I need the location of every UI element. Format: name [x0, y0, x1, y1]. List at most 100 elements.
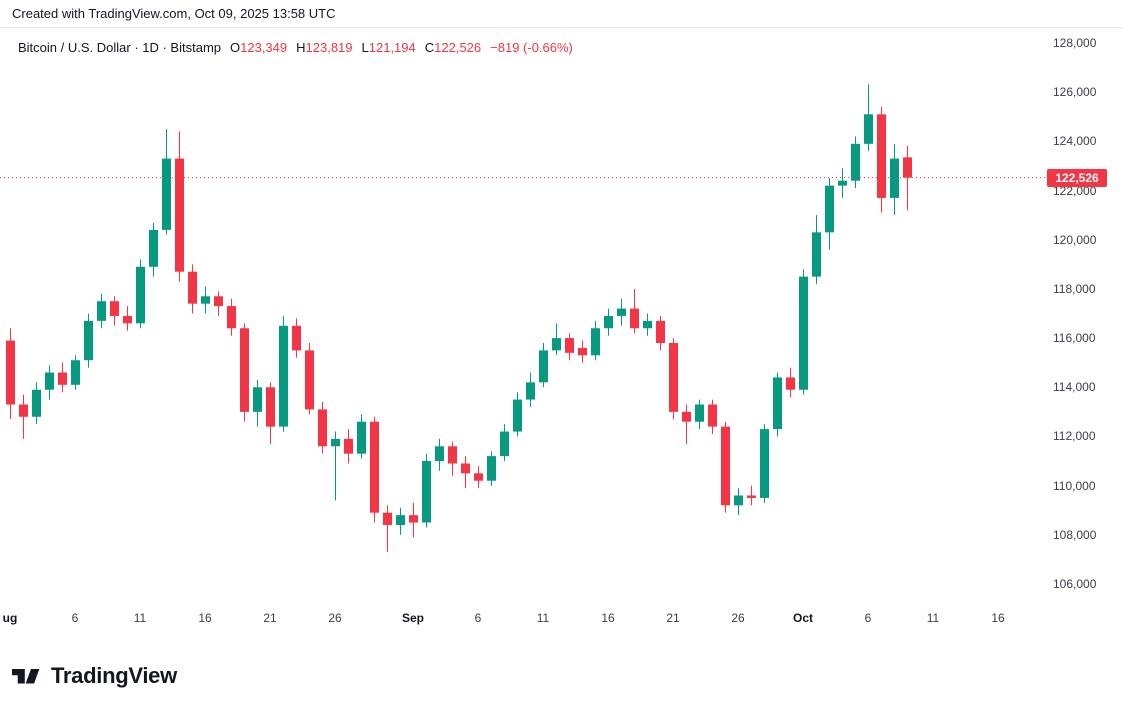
time-tick-label: 6 — [474, 611, 482, 625]
legend-low: L121,194 — [361, 40, 416, 55]
candle-body — [877, 114, 886, 198]
tradingview-logo-icon — [12, 668, 40, 684]
candle-body — [32, 389, 41, 417]
legend-high: H123,819 — [296, 40, 353, 55]
price-tick-label: 116,000 — [1053, 331, 1096, 346]
time-tick-label: 21 — [666, 611, 680, 625]
candle-body — [851, 143, 860, 181]
candle-body — [279, 325, 288, 427]
candle-body — [617, 308, 626, 316]
candle-body — [591, 328, 600, 356]
candle-body — [71, 360, 80, 385]
legend-open: O123,349 — [230, 40, 288, 55]
candle-body — [565, 338, 574, 353]
time-tick-label: 11 — [926, 611, 940, 625]
price-tick-label: 120,000 — [1053, 232, 1097, 247]
candle-body — [578, 347, 587, 356]
candlestick-plot[interactable] — [0, 29, 1045, 629]
symbol-title[interactable]: Bitcoin / U.S. Dollar · 1D · Bitstamp — [18, 40, 221, 55]
candle-body — [552, 338, 561, 351]
candle-body — [422, 461, 431, 523]
time-tick-label: Oct — [792, 611, 814, 625]
candle-body — [786, 377, 795, 390]
candle-body — [708, 404, 717, 427]
candle-body — [734, 495, 743, 506]
candle-body — [162, 158, 171, 230]
candle-body — [84, 320, 93, 361]
time-tick-label: Sep — [401, 611, 425, 625]
candle-body — [266, 387, 275, 427]
attribution-bar: Created with TradingView.com, Oct 09, 20… — [0, 0, 1123, 28]
candle-body — [513, 399, 522, 432]
candle-body — [825, 185, 834, 233]
price-tick-label: 128,000 — [1053, 36, 1097, 50]
time-tick-label: 21 — [263, 611, 277, 625]
price-tick-label: 124,000 — [1053, 134, 1097, 149]
price-tick-label: 110,000 — [1053, 478, 1096, 493]
time-tick-label: 6 — [71, 611, 79, 625]
time-tick-label: 16 — [601, 611, 615, 625]
legend-change: −819 (-0.66%) — [490, 40, 573, 55]
candle-body — [695, 404, 704, 422]
candle-body — [435, 446, 444, 462]
candle-body — [253, 387, 262, 412]
last-price-value: 122,526 — [1055, 170, 1099, 185]
candle-body — [656, 320, 665, 344]
candle-body — [331, 438, 340, 447]
candle-body — [370, 421, 379, 513]
price-tick-label: 126,000 — [1053, 85, 1097, 100]
candle-body — [201, 296, 210, 304]
candle-body — [487, 456, 496, 481]
candle-body — [305, 350, 314, 410]
time-tick-label: 6 — [864, 611, 872, 625]
candle-body — [175, 158, 184, 272]
candle-body — [409, 515, 418, 523]
candle-body — [396, 515, 405, 525]
candle-body — [812, 232, 821, 277]
time-tick-label: 16 — [991, 611, 1005, 625]
candle-body — [461, 463, 470, 474]
candle-body — [643, 320, 652, 329]
tradingview-wordmark: TradingView — [51, 663, 177, 688]
chart-area[interactable]: Bitcoin / U.S. Dollar · 1D · Bitstamp O12… — [0, 29, 1123, 649]
time-tick-label: 16 — [198, 611, 212, 625]
candle-body — [903, 157, 912, 178]
candle-body — [500, 431, 509, 457]
price-tick-label: 118,000 — [1053, 281, 1096, 296]
chart-legend[interactable]: Bitcoin / U.S. Dollar · 1D · Bitstamp O12… — [18, 40, 573, 55]
candle-body — [6, 340, 15, 405]
candle-body — [539, 350, 548, 383]
time-tick-label: 11 — [133, 611, 147, 625]
candle-body — [448, 446, 457, 464]
candle-body — [58, 372, 67, 385]
price-tick-label: 114,000 — [1053, 380, 1096, 395]
candle-body — [630, 308, 639, 329]
candle-body — [773, 377, 782, 430]
candle-body — [474, 473, 483, 481]
candle-body — [838, 180, 847, 186]
candle-body — [110, 301, 119, 316]
candle-body — [214, 296, 223, 307]
candle-body — [227, 306, 236, 329]
candle-body — [344, 438, 353, 454]
time-tick-label: ug — [2, 611, 18, 625]
candle-body — [97, 301, 106, 321]
footer: TradingView — [0, 649, 1123, 703]
price-tick-label: 108,000 — [1053, 527, 1097, 542]
candle-body — [682, 411, 691, 422]
price-axis[interactable]: 128,000 126,000 124,000 122,000 120,000 118,0… — [1048, 29, 1123, 629]
candle-body — [19, 404, 28, 417]
candle-body — [136, 266, 145, 324]
legend-close: C122,526 — [424, 40, 482, 55]
time-tick-label: 26 — [328, 611, 342, 625]
candle-body — [318, 409, 327, 447]
candle-body — [721, 426, 730, 506]
candle-body — [604, 315, 613, 329]
price-tick-label: 112,000 — [1053, 429, 1096, 444]
price-tick-label: 122,000 — [1053, 183, 1097, 198]
candle-body — [799, 276, 808, 390]
candle-body — [357, 421, 366, 454]
time-axis[interactable]: ug 6 11 16 21 26 Sep 6 11 16 21 26 Oct 6 11 16 — [0, 610, 1045, 630]
candle-body — [890, 158, 899, 198]
